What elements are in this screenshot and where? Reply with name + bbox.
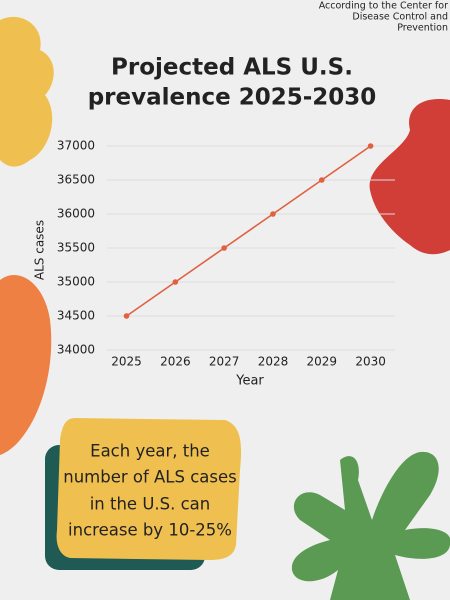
data-point [172,279,179,285]
data-point [123,313,130,319]
green-star [291,451,450,600]
y-tick-label: 37000 [57,139,95,153]
annotation-line: in the U.S. can [90,495,211,514]
chart-title: prevalence 2025-2030 [88,85,377,111]
y-tick-label: 35500 [57,241,95,255]
orange-blob [0,274,52,455]
y-tick-label: 36000 [57,207,95,221]
data-point [318,177,325,183]
annotation-line: number of ALS cases [63,468,237,487]
x-tick-label: 2027 [209,355,240,369]
source-line: Prevention [397,23,448,34]
callout-card [56,418,242,560]
y-tick-label: 35000 [57,275,95,289]
y-tick-label: 34000 [57,343,95,357]
source-line: According to the Center for [319,1,448,12]
chart-title: Projected ALS U.S. [111,55,353,81]
yellow-blob [0,16,54,167]
text-layer: According to the Center for Disease Cont… [33,1,449,540]
data-point [221,245,227,251]
red-blob [369,99,450,255]
y-tick-label: 34500 [57,309,95,323]
y-tick-label: 36500 [57,173,95,187]
y-axis-label: ALS cases [33,220,47,280]
x-axis-label: Year [235,374,264,389]
annotation-line: Each year, the [90,442,210,461]
data-point [367,143,374,149]
x-tick-label: 2029 [307,355,338,369]
x-tick-label: 2026 [160,355,191,369]
data-line [126,145,372,317]
x-tick-label: 2028 [258,355,289,369]
data-point [270,211,276,217]
annotation-line: increase by 10-25% [68,521,232,540]
plot: 34000 34500 35000 35500 36000 36500 37000 2025 2… [57,139,395,369]
source-line: Disease Control and [352,12,448,23]
x-tick-label: 2030 [355,355,386,369]
x-tick-label: 2025 [111,355,142,369]
